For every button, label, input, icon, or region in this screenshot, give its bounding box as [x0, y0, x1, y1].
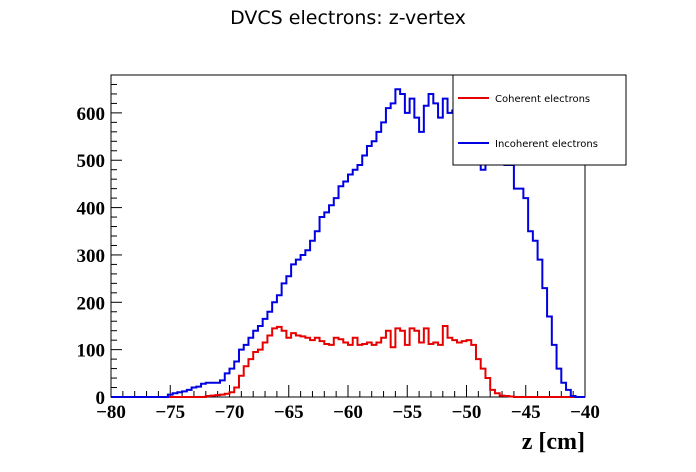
- y-axis-tick-labels: 0 100 200 300 400 500 600: [77, 104, 106, 409]
- y-axis-ticks: [111, 74, 122, 398]
- x-tick-label: −65: [274, 402, 304, 423]
- x-tick-label: −45: [511, 402, 541, 423]
- x-tick-label: −80: [96, 402, 126, 423]
- legend-label-coherent: Coherent electrons: [495, 94, 590, 105]
- y-tick-label: 200: [77, 293, 106, 314]
- y-tick-label: 400: [77, 199, 106, 220]
- legend-label-incoherent: Incoherent electrons: [495, 139, 598, 150]
- legend-box: [452, 74, 627, 166]
- chart-title: DVCS electrons: z-vertex: [230, 7, 466, 29]
- y-tick-label: 500: [77, 151, 106, 172]
- series-line-coherent: [111, 324, 585, 398]
- y-tick-label: 600: [77, 104, 106, 125]
- x-tick-label: −75: [155, 402, 185, 423]
- x-axis-label: z [cm]: [522, 429, 585, 455]
- x-tick-label: −70: [215, 402, 245, 423]
- legend: Coherent electrons Incoherent electrons: [452, 74, 627, 166]
- x-axis-tick-labels: −80 −75 −70 −65 −60 −55 −50 −45 −40: [96, 402, 600, 423]
- x-tick-label: −60: [333, 402, 363, 423]
- x-tick-label: −55: [392, 402, 422, 423]
- x-tick-label: −50: [452, 402, 482, 423]
- y-tick-label: 0: [96, 388, 106, 409]
- y-tick-label: 300: [77, 246, 106, 267]
- x-tick-label: −40: [570, 402, 600, 423]
- y-tick-label: 100: [77, 341, 106, 362]
